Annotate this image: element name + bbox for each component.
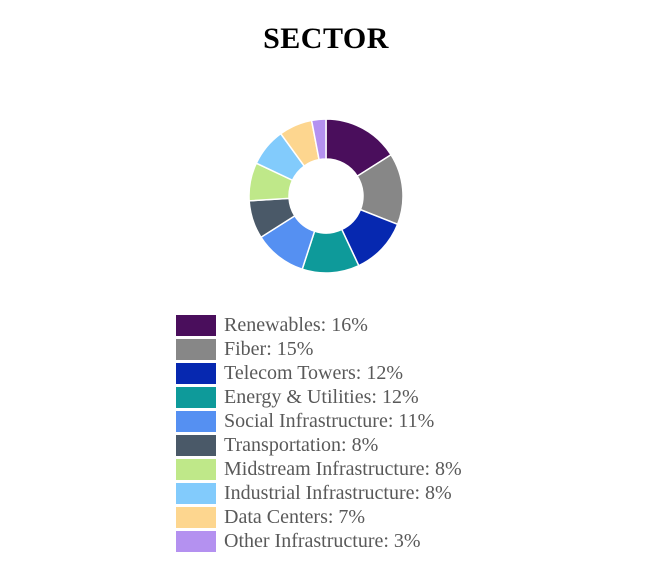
- legend-item: Data Centers: 7%: [176, 505, 596, 529]
- legend-label: Telecom Towers: 12%: [224, 362, 404, 384]
- legend-swatch: [176, 458, 216, 480]
- legend-label: Data Centers: 7%: [224, 506, 366, 528]
- legend-item: Telecom Towers: 12%: [176, 361, 596, 385]
- legend-swatch: [176, 482, 216, 504]
- legend-label: Midstream Infrastructure: 8%: [224, 458, 462, 480]
- legend-item: Industrial Infrastructure: 8%: [176, 481, 596, 505]
- legend-swatch: [176, 530, 216, 552]
- legend-item: Renewables: 16%: [176, 313, 596, 337]
- legend-swatch: [176, 410, 216, 432]
- legend-item: Fiber: 15%: [176, 337, 596, 361]
- donut-chart: [246, 116, 406, 276]
- donut-svg: [248, 118, 404, 274]
- legend-label: Industrial Infrastructure: 8%: [224, 482, 452, 504]
- legend-label: Transportation: 8%: [224, 434, 379, 456]
- legend-item: Energy & Utilities: 12%: [176, 385, 596, 409]
- legend-label: Renewables: 16%: [224, 314, 368, 336]
- legend-item: Other Infrastructure: 3%: [176, 529, 596, 553]
- legend-label: Fiber: 15%: [224, 338, 314, 360]
- legend-swatch: [176, 386, 216, 408]
- legend-swatch: [176, 314, 216, 336]
- legend-item: Midstream Infrastructure: 8%: [176, 457, 596, 481]
- donut-slice-other-infrastructure: [310, 118, 327, 161]
- chart-title: SECTOR: [263, 22, 389, 55]
- legend-swatch: [176, 434, 216, 456]
- legend: Renewables: 16% Fiber: 15% Telecom Towers:…: [176, 313, 596, 553]
- legend-swatch: [176, 338, 216, 360]
- legend-item: Social Infrastructure: 11%: [176, 409, 596, 433]
- legend-item: Transportation: 8%: [176, 433, 596, 457]
- legend-label: Energy & Utilities: 12%: [224, 386, 419, 408]
- legend-label: Social Infrastructure: 11%: [224, 410, 435, 432]
- legend-swatch: [176, 506, 216, 528]
- legend-label: Other Infrastructure: 3%: [224, 530, 421, 552]
- legend-swatch: [176, 362, 216, 384]
